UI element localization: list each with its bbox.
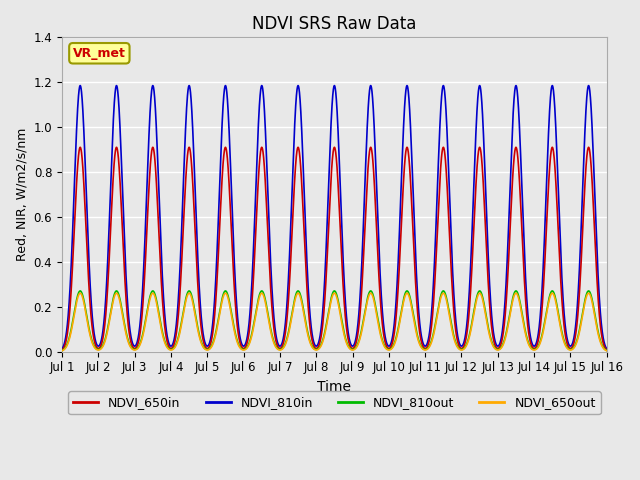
Y-axis label: Red, NIR, W/m2/s/nm: Red, NIR, W/m2/s/nm	[15, 128, 28, 261]
X-axis label: Time: Time	[317, 380, 351, 394]
Title: NDVI SRS Raw Data: NDVI SRS Raw Data	[252, 15, 417, 33]
Legend: NDVI_650in, NDVI_810in, NDVI_810out, NDVI_650out: NDVI_650in, NDVI_810in, NDVI_810out, NDV…	[68, 391, 600, 414]
Text: VR_met: VR_met	[73, 47, 126, 60]
